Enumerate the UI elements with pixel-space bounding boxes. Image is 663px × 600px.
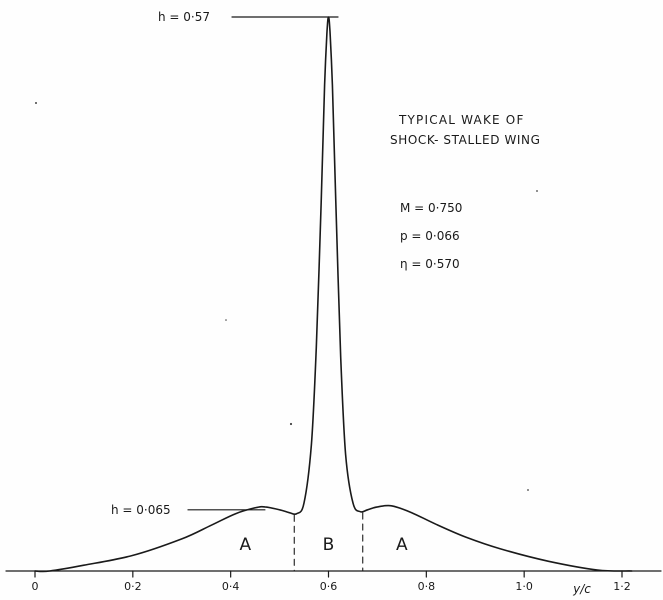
annotations: h = 0·57 h = 0·065	[111, 10, 339, 517]
paper-specks	[35, 102, 538, 491]
speck	[35, 102, 37, 104]
region-dividers	[293, 512, 364, 572]
flow-parameters: M = 0·750 p = 0·066 η = 0·570	[400, 201, 462, 271]
speck	[527, 489, 529, 491]
mach-number-label: M = 0·750	[400, 201, 462, 215]
x-axis-label: y/c	[572, 582, 591, 596]
x-tick-label: 0·8	[418, 580, 436, 593]
pressure-param-label: p = 0·066	[400, 229, 460, 243]
region-label-b: B	[323, 535, 335, 555]
x-tick-label: 0·4	[222, 580, 240, 593]
x-tick-label: 1·0	[515, 580, 533, 593]
x-tick-label: 1·2	[613, 580, 631, 593]
region-label-a: A	[396, 535, 408, 555]
title-line-2: SHOCK- STALLED WING	[390, 133, 541, 147]
chart-title: TYPICAL WAKE OF SHOCK- STALLED WING	[390, 113, 541, 147]
x-axis: 0 0·2 0·4 0·6 0·8 1·0 1·2 y/c	[5, 570, 662, 596]
region-label-a: A	[240, 535, 252, 555]
side-peak-height-label: h = 0·065	[111, 503, 171, 517]
speck	[225, 319, 227, 321]
peak-height-label: h = 0·57	[158, 10, 210, 24]
x-tick-label: 0·2	[124, 580, 142, 593]
eta-param-label: η = 0·570	[400, 257, 460, 271]
wake-profile-line	[34, 16, 633, 573]
speck	[536, 190, 538, 192]
curve-layer	[34, 16, 633, 573]
x-tick-label: 0	[32, 580, 39, 593]
title-line-1: TYPICAL WAKE OF	[398, 113, 525, 127]
speck	[289, 422, 293, 426]
x-tick-label: 0·6	[320, 580, 338, 593]
